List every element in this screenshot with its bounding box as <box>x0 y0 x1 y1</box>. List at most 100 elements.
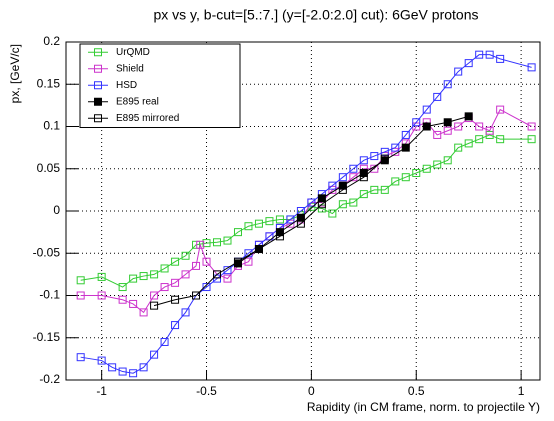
marker <box>401 130 410 139</box>
x-tick-label: 1 <box>518 384 525 398</box>
marker <box>118 283 127 292</box>
marker <box>422 164 431 173</box>
marker <box>412 168 421 177</box>
marker <box>359 156 368 165</box>
marker <box>359 190 368 199</box>
marker <box>422 105 431 114</box>
legend-label: E895 mirrored <box>116 113 179 124</box>
marker <box>223 236 232 245</box>
chart-title: px vs y, b-cut=[5.:7.] (y=[-2.0:2.0] cut… <box>153 7 478 23</box>
marker <box>496 105 505 114</box>
series-line <box>80 54 532 374</box>
marker <box>527 63 536 72</box>
marker <box>129 299 138 308</box>
marker <box>338 185 347 194</box>
marker <box>97 356 106 365</box>
marker <box>181 251 190 260</box>
marker <box>338 173 347 182</box>
marker <box>286 219 295 228</box>
marker <box>412 118 421 127</box>
legend-marker <box>94 64 102 73</box>
marker <box>202 283 211 292</box>
marker <box>485 50 494 59</box>
marker <box>129 274 138 283</box>
y-tick-label: -0.1 <box>39 288 60 302</box>
marker <box>496 54 505 63</box>
y-tick-label: 0.1 <box>43 119 60 133</box>
marker <box>475 50 484 59</box>
y-tick-label: 0.2 <box>43 34 60 48</box>
marker <box>359 173 368 182</box>
marker <box>296 219 305 228</box>
marker <box>254 219 263 228</box>
marker <box>370 152 379 161</box>
marker <box>391 177 400 186</box>
marker <box>171 257 180 266</box>
marker <box>443 156 452 165</box>
marker <box>380 154 389 163</box>
marker <box>129 369 138 378</box>
marker <box>150 270 159 279</box>
marker <box>527 135 536 144</box>
marker <box>349 198 358 207</box>
marker <box>527 122 536 131</box>
legend-marker <box>94 81 102 90</box>
legend-label: HSD <box>116 80 137 91</box>
marker <box>76 291 85 300</box>
y-axis-label: px, [GeV/c] <box>8 44 22 103</box>
marker <box>139 308 148 317</box>
marker <box>139 272 148 281</box>
marker <box>370 185 379 194</box>
marker <box>118 367 127 376</box>
marker <box>118 295 127 304</box>
marker <box>328 181 337 190</box>
marker <box>296 213 305 222</box>
marker <box>338 181 347 190</box>
x-tick-label: 0.5 <box>408 384 425 398</box>
marker <box>317 204 326 213</box>
marker <box>254 245 263 254</box>
marker <box>192 261 201 270</box>
marker <box>76 276 85 285</box>
legend-label: E895 real <box>116 96 159 107</box>
marker <box>496 135 505 144</box>
marker <box>433 92 442 101</box>
marker <box>171 278 180 287</box>
marker <box>275 232 284 241</box>
marker <box>202 239 211 248</box>
x-tick-label: 0 <box>308 384 315 398</box>
marker <box>171 295 180 304</box>
marker <box>485 130 494 139</box>
marker <box>454 122 463 131</box>
marker <box>150 301 159 310</box>
marker <box>202 257 211 266</box>
legend-marker <box>94 97 102 106</box>
legend-marker <box>94 48 102 57</box>
marker <box>454 67 463 76</box>
marker <box>192 240 201 249</box>
legend-label: UrQMD <box>116 47 150 58</box>
y-tick-label: -0.05 <box>33 245 61 259</box>
marker <box>139 363 148 372</box>
y-tick-label: -0.15 <box>33 330 61 344</box>
x-tick-label: -1 <box>96 384 107 398</box>
marker <box>349 164 358 173</box>
marker <box>160 337 169 346</box>
legend-marker <box>94 114 102 123</box>
marker <box>233 257 242 266</box>
marker <box>160 283 169 292</box>
marker <box>391 143 400 152</box>
marker <box>244 257 253 266</box>
marker <box>192 291 201 300</box>
marker <box>265 232 274 241</box>
marker <box>401 143 410 152</box>
marker <box>181 270 190 279</box>
marker <box>464 139 473 148</box>
marker <box>223 274 232 283</box>
marker <box>433 130 442 139</box>
marker <box>359 168 368 177</box>
marker <box>338 200 347 209</box>
marker <box>181 308 190 317</box>
y-tick-label: 0.15 <box>37 76 61 90</box>
